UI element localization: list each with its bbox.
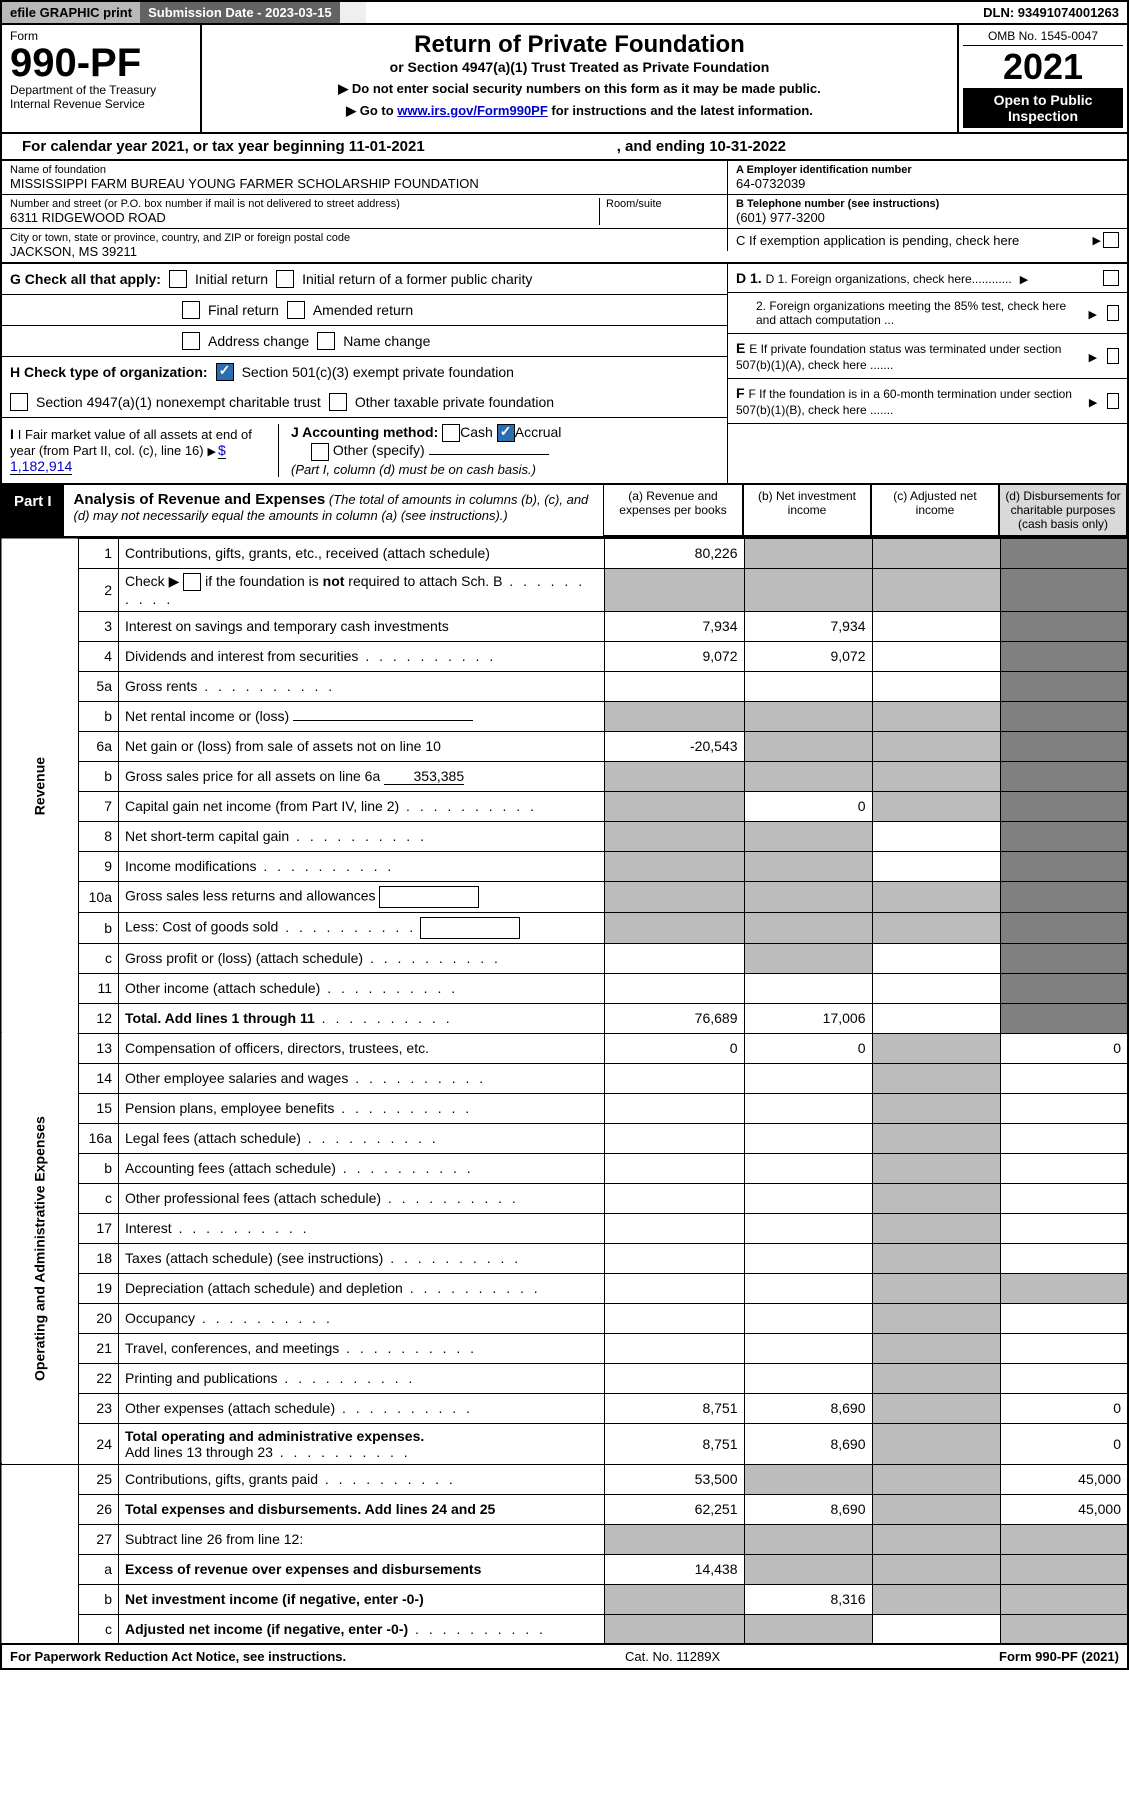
part-i-header: Part I Analysis of Revenue and Expenses … [0,485,1129,538]
c-label: C If exemption application is pending, c… [736,233,1093,248]
expenses-side: Operating and Administrative Expenses [1,1033,79,1464]
ck-other-tax[interactable] [329,393,347,411]
c-checkbox[interactable] [1103,232,1119,248]
date-spacer [340,2,367,23]
col-d: (d) Disbursements for charitable purpose… [999,485,1127,536]
f-label: F F If the foundation is in a 60-month t… [736,385,1081,417]
irs: Internal Revenue Service [10,97,192,111]
form-header: Form 990-PF Department of the Treasury I… [0,25,1129,134]
telephone: (601) 977-3200 [736,210,1119,225]
dept: Department of the Treasury [10,83,192,97]
e-label: E E If private foundation status was ter… [736,340,1081,372]
col-c: (c) Adjusted net income [871,485,999,536]
foundation-name: MISSISSIPPI FARM BUREAU YOUNG FARMER SCH… [10,176,719,191]
note-1: ▶ Do not enter social security numbers o… [338,81,820,96]
ck-amended[interactable] [287,301,305,319]
part-tag: Part I [2,485,64,536]
form-subtitle: or Section 4947(a)(1) Trust Treated as P… [208,59,951,75]
form-ref: Form 990-PF (2021) [999,1649,1119,1664]
form-number: 990-PF [10,43,192,83]
cat-no: Cat. No. 11289X [625,1649,720,1664]
ck-d2[interactable] [1107,305,1119,321]
tax-year: 2021 [963,46,1123,88]
paperwork-notice: For Paperwork Reduction Act Notice, see … [10,1649,346,1664]
address: 6311 RIDGEWOOD ROAD [10,210,599,225]
ck-501c3[interactable] [216,363,234,381]
ck-accrual[interactable] [497,424,515,442]
open-inspection: Open to Public Inspection [963,88,1123,128]
city: JACKSON, MS 39211 [10,244,719,259]
omb: OMB No. 1545-0047 [963,29,1123,46]
topbar: efile GRAPHIC print Submission Date - 20… [0,0,1129,25]
ck-4947[interactable] [10,393,28,411]
entity-info: Name of foundationMISSISSIPPI FARM BUREA… [0,161,1129,264]
ck-address[interactable] [182,332,200,350]
ck-final[interactable] [182,301,200,319]
checkboxes-section: G Check all that apply: Initial return I… [0,264,1129,485]
ein: 64-0732039 [736,176,1119,191]
ck-name[interactable] [317,332,335,350]
ck-f[interactable] [1107,393,1119,409]
efile-label[interactable]: efile GRAPHIC print [2,2,140,23]
footer: For Paperwork Reduction Act Notice, see … [0,1645,1129,1670]
col-a: (a) Revenue and expenses per books [603,485,743,536]
analysis-table: Revenue 1Contributions, gifts, grants, e… [0,538,1129,1646]
ck-cash[interactable] [442,424,460,442]
ck-initial-former[interactable] [276,270,294,288]
ck-other-acct[interactable] [311,443,329,461]
col-b: (b) Net investment income [743,485,871,536]
ck-schb[interactable] [183,573,201,591]
ck-e[interactable] [1107,348,1119,364]
form-link[interactable]: www.irs.gov/Form990PF [397,103,548,118]
dln: DLN: 93491074001263 [975,2,1127,23]
submission-date: Submission Date - 2023-03-15 [140,2,340,23]
calendar-year: For calendar year 2021, or tax year begi… [0,134,1129,161]
ck-initial[interactable] [169,270,187,288]
revenue-side: Revenue [1,538,79,1033]
form-title: Return of Private Foundation [208,31,951,59]
ck-d1[interactable] [1103,270,1119,286]
